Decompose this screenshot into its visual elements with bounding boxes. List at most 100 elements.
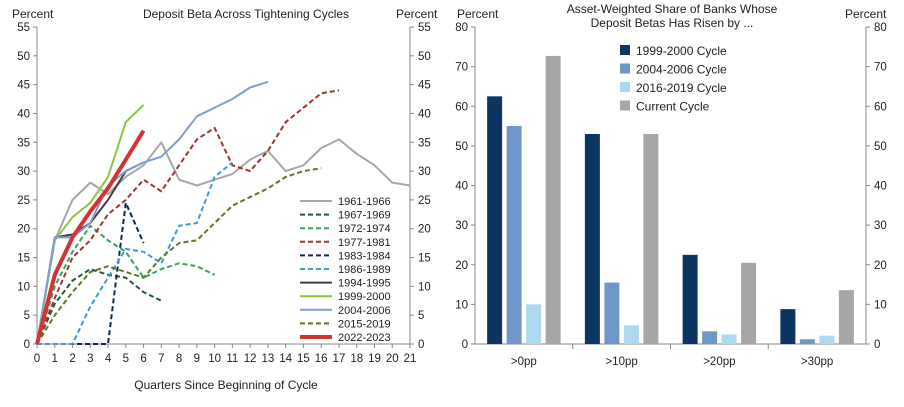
y-tick-label-left: 15 — [17, 253, 30, 265]
x-tick-label: 0 — [34, 353, 40, 365]
bar-1999-2000 Cycle->10pp — [584, 133, 600, 344]
bar-chart-title-line1: Asset-Weighted Share of Banks Whose — [567, 2, 778, 16]
y-tick-label-left: 20 — [17, 224, 30, 236]
x-tick-label: 2 — [69, 353, 75, 365]
x-tick-label: 9 — [194, 353, 200, 365]
legend-label: 1977-1981 — [338, 237, 391, 249]
bar-1999-2000 Cycle->30pp — [780, 309, 796, 344]
y-tick-label-right: 25 — [418, 195, 431, 207]
y-tick-label-left: 35 — [17, 137, 30, 149]
bar-y-tick-label-left: 50 — [455, 141, 468, 153]
legend-label: 2016-2019 Cycle — [636, 81, 727, 95]
bar-2004-2006 Cycle->10pp — [604, 282, 620, 344]
bar-y-tick-label-right: 70 — [874, 62, 887, 74]
y-tick-label-right: 40 — [418, 108, 431, 120]
legend-label: 2022-2023 — [338, 332, 391, 344]
y-tick-label-right: 45 — [418, 80, 431, 92]
bar-y-tick-label-right: 40 — [874, 181, 887, 193]
legend-label: 2004-2006 — [338, 305, 391, 317]
bar-y-tick-label-right: 50 — [874, 141, 887, 153]
line-chart-title: Deposit Beta Across Tightening Cycles — [143, 7, 349, 21]
x-tick-label: 13 — [262, 353, 275, 365]
category-label: >0pp — [511, 356, 537, 368]
legend-label: 1961-1966 — [338, 196, 391, 208]
y-tick-label-right: 20 — [418, 224, 431, 236]
bar-y-tick-label-right: 10 — [874, 299, 887, 311]
bar-y-tick-label-left: 30 — [455, 220, 468, 232]
bar-Current Cycle->10pp — [643, 133, 659, 344]
legend-label: Current Cycle — [636, 100, 710, 114]
bar-2004-2006 Cycle->20pp — [702, 331, 718, 344]
x-axis-title: Quarters Since Beginning of Cycle — [134, 378, 318, 392]
bar-y-tick-label-right: 30 — [874, 220, 887, 232]
y-tick-label-left: 0 — [24, 339, 30, 351]
legend-label: 2015-2019 — [338, 318, 391, 330]
legend-label: 1999-2000 Cycle — [636, 44, 727, 58]
y-tick-label-left: 50 — [17, 51, 30, 63]
bar-y-tick-label-left: 40 — [455, 181, 468, 193]
legend-label: 1994-1995 — [338, 278, 391, 290]
bar-1999-2000 Cycle->20pp — [682, 254, 698, 344]
y-tick-label-right: 30 — [418, 166, 431, 178]
series-line-2015-2019 — [36, 167, 322, 345]
legend-label: 2004-2006 Cycle — [636, 63, 727, 77]
bar-2004-2006 Cycle->0pp — [506, 126, 522, 344]
series-line-2004-2006 — [36, 80, 269, 345]
x-tick-label: 6 — [140, 353, 146, 365]
x-tick-label: 19 — [368, 353, 381, 365]
legend-label: 1972-1974 — [338, 223, 391, 235]
bar-2016-2019 Cycle->10pp — [623, 325, 639, 344]
bar-y-tick-label-right: 60 — [874, 101, 887, 113]
right-y-axis-title: Percent — [396, 7, 438, 21]
x-tick-label: 15 — [297, 353, 310, 365]
category-label: >30pp — [801, 356, 833, 368]
y-tick-label-left: 10 — [17, 281, 30, 293]
bar-legend: 1999-2000 Cycle 2004-2006 Cycle 2016-2019 … — [620, 44, 727, 114]
legend-swatch — [620, 82, 630, 92]
x-tick-label: 8 — [176, 353, 182, 365]
y-tick-label-left: 30 — [17, 166, 30, 178]
bar-y-tick-label-left: 10 — [455, 299, 468, 311]
legend-label: 1999-2000 — [338, 291, 391, 303]
y-tick-label-right: 55 — [418, 22, 431, 34]
series-line-1972-1974 — [36, 224, 216, 345]
series-line-1977-1981 — [36, 89, 340, 345]
category-label: >10pp — [605, 356, 637, 368]
x-tick-label: 21 — [404, 353, 417, 365]
legend-swatch — [620, 63, 630, 74]
bar-y-tick-label-right: 80 — [874, 22, 887, 34]
series-line-1986-1989 — [37, 161, 234, 345]
bar-y-tick-label-right: 20 — [874, 260, 887, 272]
bar-1999-2000 Cycle->0pp — [487, 96, 503, 344]
bar-2016-2019 Cycle->0pp — [526, 304, 542, 344]
y-tick-label-left: 40 — [17, 108, 30, 120]
x-tick-label: 1 — [52, 353, 58, 365]
bar-Current Cycle->30pp — [838, 290, 854, 344]
bar-2004-2006 Cycle->30pp — [799, 339, 815, 344]
bar-y-tick-label-left: 0 — [462, 339, 468, 351]
x-tick-label: 14 — [279, 353, 292, 365]
left-y-axis-title: Percent — [12, 7, 54, 21]
x-tick-label: 20 — [386, 353, 399, 365]
y-tick-label-right: 35 — [418, 137, 431, 149]
bar-y-tick-label-right: 0 — [874, 339, 880, 351]
y-tick-label-right: 10 — [418, 281, 431, 293]
x-tick-label: 17 — [333, 353, 346, 365]
legend-swatch — [620, 45, 630, 55]
y-tick-label-right: 50 — [418, 51, 431, 63]
category-label: >20pp — [703, 356, 735, 368]
bar-right-y-axis-title: Percent — [845, 7, 887, 21]
y-tick-label-right: 0 — [418, 339, 424, 351]
bar-chart-title-line2: Deposit Betas Has Risen by ... — [591, 16, 754, 30]
bar-y-tick-label-left: 70 — [455, 62, 468, 74]
series-line-1967-1969 — [36, 268, 162, 345]
y-tick-label-left: 25 — [17, 195, 30, 207]
series-line-2022-2023 — [35, 129, 146, 345]
x-tick-label: 4 — [105, 353, 112, 365]
bar-y-tick-label-left: 20 — [455, 260, 468, 272]
legend-label: 1983-1984 — [338, 250, 391, 262]
bar-2016-2019 Cycle->20pp — [721, 334, 737, 344]
